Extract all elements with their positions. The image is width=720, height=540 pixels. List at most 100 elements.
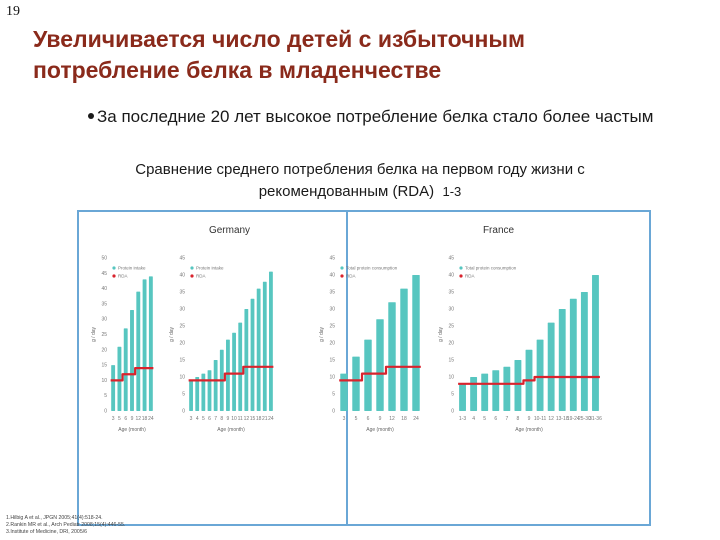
reference-3: 3.Institute of Medicine, DRI, 2005/6 <box>6 529 88 535</box>
legend-rda-marker <box>112 274 116 278</box>
bar-5 <box>481 373 489 411</box>
slide-number: 19 <box>6 4 20 19</box>
x-tick-label: 7 <box>505 416 508 422</box>
y-tick-label: 30 <box>179 307 185 313</box>
bar-13-18 <box>558 309 566 411</box>
reference-1: 1.Hilbig A et al., JPGN 2005;41(4):518-2… <box>6 515 103 521</box>
legend-protein-label: Total protein consumption <box>465 266 517 271</box>
legend-protein-label: Total protein consumption <box>346 266 398 271</box>
y-tick-label: 35 <box>179 290 185 296</box>
y-tick-label: 10 <box>329 375 335 381</box>
y-tick-label: 20 <box>179 341 185 347</box>
x-tick-label: 19-24 <box>567 416 580 422</box>
legend-rda-marker <box>340 274 344 278</box>
y-tick-label: 5 <box>332 392 335 398</box>
y-tick-label: 10 <box>101 378 107 384</box>
legend-rda-label: RDA <box>118 274 128 279</box>
y-tick-label: 20 <box>101 347 107 353</box>
legend-rda-label: RDA <box>196 274 206 279</box>
bullet-point: За последние 20 лет высокое потребление … <box>88 104 688 129</box>
x-tick-label: 18 <box>401 416 407 422</box>
bar-9 <box>130 310 134 411</box>
y-tick-label: 15 <box>448 358 454 364</box>
x-tick-label: 4 <box>472 416 475 422</box>
y-tick-label: 50 <box>101 256 107 262</box>
y-tick-label: 35 <box>448 290 454 296</box>
reference-2: 2.Rankin MR et al., Arch Pediatr 2008;15… <box>6 522 126 528</box>
x-tick-label: 13-18 <box>556 416 569 422</box>
y-tick-label: 15 <box>329 358 335 364</box>
rda-line <box>110 367 154 382</box>
bar-6 <box>492 370 500 411</box>
x-tick-label: 18 <box>256 416 262 422</box>
y-tick-label: 40 <box>329 273 335 279</box>
bar-9 <box>226 339 230 411</box>
bar-31-36 <box>592 275 599 411</box>
legend-protein-marker <box>340 266 344 270</box>
x-tick-label: 5 <box>483 416 486 422</box>
bar-4 <box>195 377 200 411</box>
x-tick-label: 3 <box>112 416 115 422</box>
x-tick-label: 6 <box>367 416 370 422</box>
y-tick-label: 40 <box>448 273 454 279</box>
country-label-france: France <box>482 225 515 236</box>
x-tick-label: 18 <box>142 416 148 422</box>
x-tick-label: 24 <box>268 416 274 422</box>
bar-10 <box>232 332 236 411</box>
y-tick-label: 5 <box>451 392 454 398</box>
x-tick-label: 8 <box>517 416 520 422</box>
bullet-text: За последние 20 лет высокое потребление … <box>97 107 654 126</box>
bar-12 <box>244 309 249 411</box>
x-tick-label: 5 <box>355 416 358 422</box>
title-line-1: Увеличивается число детей с избыточным <box>33 26 526 52</box>
x-tick-label: 6 <box>124 416 127 422</box>
y-tick-label: 40 <box>101 286 107 292</box>
y-tick-label: 0 <box>182 409 185 415</box>
x-tick-label: 6 <box>494 416 497 422</box>
bar-11 <box>238 322 243 411</box>
x-tick-label: 9 <box>379 416 382 422</box>
y-tick-label: 25 <box>179 324 185 330</box>
y-tick-label: 20 <box>329 341 335 347</box>
x-tick-label: 24 <box>413 416 419 422</box>
bar-3 <box>340 373 348 411</box>
y-tick-label: 5 <box>182 392 185 398</box>
bar-10-11 <box>536 339 544 411</box>
y-axis-label: g / day <box>319 326 325 342</box>
bar-6 <box>207 370 212 411</box>
bar-18 <box>142 279 147 411</box>
x-tick-label: 12 <box>136 416 142 422</box>
country-label-germany: Germany <box>208 225 251 236</box>
y-tick-label: 30 <box>101 317 107 323</box>
y-tick-label: 30 <box>448 307 454 313</box>
rda-line <box>339 365 421 382</box>
y-tick-label: 25 <box>329 324 335 330</box>
y-axis-label: g / day <box>169 326 175 342</box>
chart-subtitle: Сравнение среднего потребления белка на … <box>80 159 640 203</box>
y-tick-label: 15 <box>179 358 185 364</box>
legend-protein-marker <box>190 266 194 270</box>
y-tick-label: 0 <box>332 409 335 415</box>
x-tick-label: 25-30 <box>578 416 591 422</box>
x-axis-label: Age (month) <box>217 427 245 433</box>
legend-rda-marker <box>459 274 463 278</box>
bar-24 <box>412 275 420 411</box>
bar-5 <box>352 356 360 411</box>
x-tick-label: 5 <box>202 416 205 422</box>
bar-12 <box>388 302 396 411</box>
y-tick-label: 25 <box>101 332 107 338</box>
x-tick-label: 15 <box>250 416 256 422</box>
x-tick-label: 1-3 <box>459 416 466 422</box>
bar-6 <box>364 339 372 411</box>
y-tick-label: 20 <box>448 341 454 347</box>
y-axis-label: g / day <box>91 326 97 342</box>
y-tick-label: 35 <box>101 301 107 307</box>
bar-19-24 <box>569 298 577 411</box>
bar-7 <box>503 366 511 411</box>
subtitle-line-1: Сравнение среднего потребления белка на … <box>135 161 585 178</box>
x-tick-label: 8 <box>220 416 223 422</box>
y-tick-label: 45 <box>448 256 454 262</box>
legend-rda-marker <box>190 274 194 278</box>
